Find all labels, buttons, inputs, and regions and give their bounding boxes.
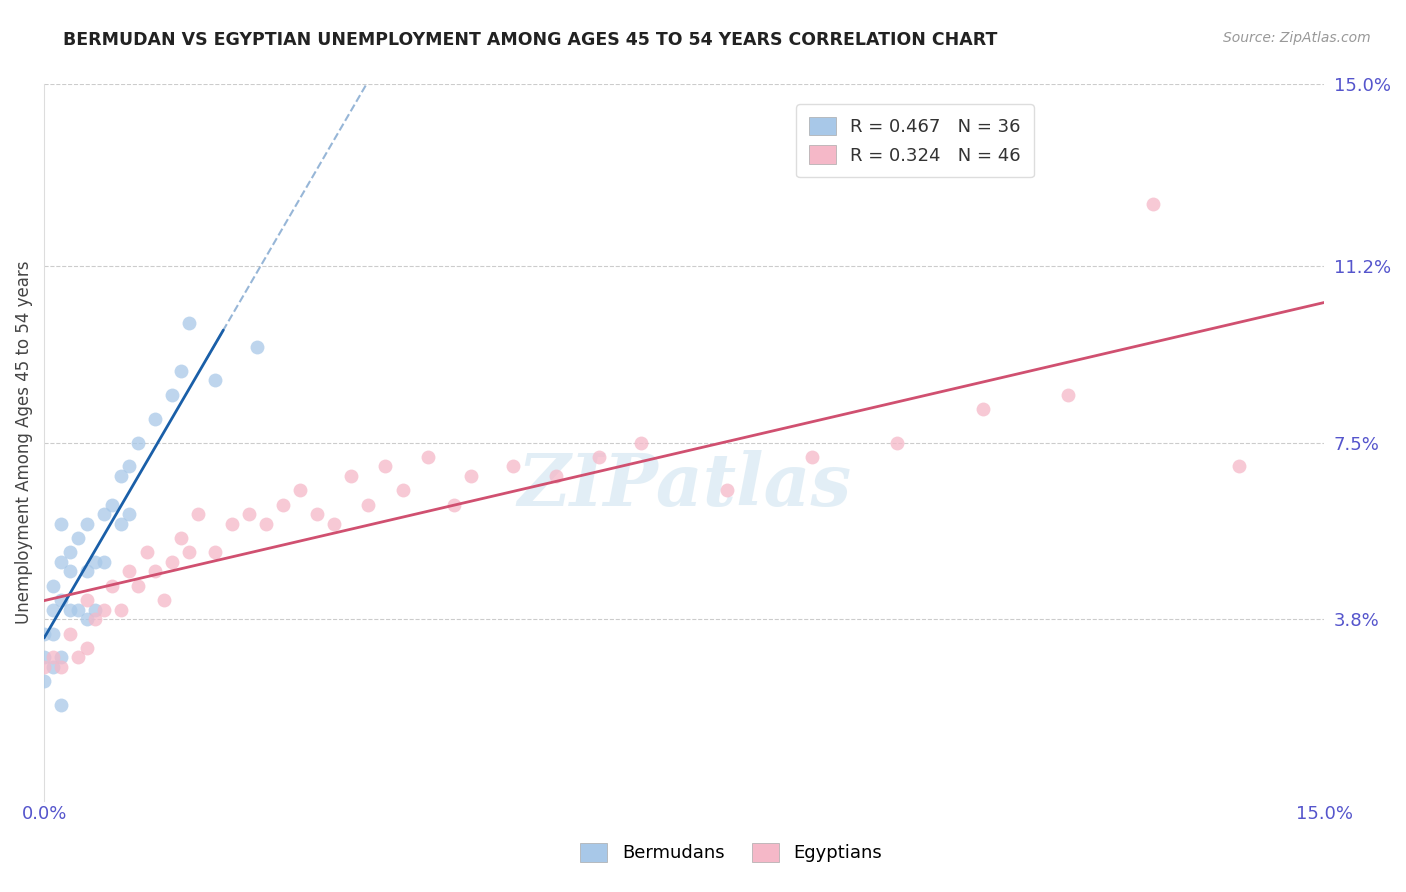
Point <box>41 660 63 674</box>
Point <box>127 579 149 593</box>
Point <box>246 340 269 354</box>
Point <box>59 602 82 616</box>
Point <box>67 602 90 616</box>
Point <box>76 612 98 626</box>
Point <box>169 364 191 378</box>
Point <box>51 555 73 569</box>
Point <box>716 483 738 498</box>
Point <box>59 545 82 559</box>
Point <box>51 660 73 674</box>
Point <box>76 640 98 655</box>
Point <box>41 650 63 665</box>
Point <box>118 565 141 579</box>
Point <box>101 498 124 512</box>
Point <box>160 388 183 402</box>
Point <box>288 483 311 498</box>
Point <box>271 498 294 512</box>
Point <box>93 555 115 569</box>
Point <box>187 507 209 521</box>
Point <box>972 402 994 417</box>
Point <box>76 593 98 607</box>
Text: ZIPatlas: ZIPatlas <box>517 450 851 521</box>
Point <box>323 516 346 531</box>
Point <box>41 579 63 593</box>
Point <box>110 516 132 531</box>
Point <box>254 516 277 531</box>
Point <box>179 316 201 330</box>
Point <box>32 626 55 640</box>
Point <box>179 545 201 559</box>
Point <box>357 498 380 512</box>
Y-axis label: Unemployment Among Ages 45 to 54 years: Unemployment Among Ages 45 to 54 years <box>15 260 32 624</box>
Point <box>67 531 90 545</box>
Point <box>118 459 141 474</box>
Point <box>135 545 157 559</box>
Point <box>93 507 115 521</box>
Point <box>32 660 55 674</box>
Point <box>460 469 482 483</box>
Point <box>204 374 226 388</box>
Point <box>67 650 90 665</box>
Point <box>546 469 568 483</box>
Point <box>169 531 191 545</box>
Point <box>340 469 363 483</box>
Point <box>84 602 107 616</box>
Point <box>374 459 396 474</box>
Point <box>204 545 226 559</box>
Point <box>93 602 115 616</box>
Point <box>51 516 73 531</box>
Point <box>160 555 183 569</box>
Point <box>32 650 55 665</box>
Point <box>59 565 82 579</box>
Point <box>238 507 260 521</box>
Point <box>76 516 98 531</box>
Point <box>118 507 141 521</box>
Point <box>307 507 329 521</box>
Point <box>32 674 55 689</box>
Point <box>59 626 82 640</box>
Point <box>41 626 63 640</box>
Point <box>143 565 166 579</box>
Point <box>221 516 243 531</box>
Point <box>143 411 166 425</box>
Legend: Bermudans, Egyptians: Bermudans, Egyptians <box>574 836 889 870</box>
Point <box>588 450 610 464</box>
Point <box>630 435 652 450</box>
Point <box>41 602 63 616</box>
Point <box>110 602 132 616</box>
Point <box>51 698 73 713</box>
Point <box>101 579 124 593</box>
Point <box>110 469 132 483</box>
Point <box>51 593 73 607</box>
Point <box>801 450 824 464</box>
Point <box>443 498 465 512</box>
Point <box>84 612 107 626</box>
Point <box>127 435 149 450</box>
Point <box>51 650 73 665</box>
Text: Source: ZipAtlas.com: Source: ZipAtlas.com <box>1223 31 1371 45</box>
Legend: R = 0.467   N = 36, R = 0.324   N = 46: R = 0.467 N = 36, R = 0.324 N = 46 <box>796 104 1033 178</box>
Point <box>416 450 439 464</box>
Point <box>391 483 413 498</box>
Text: BERMUDAN VS EGYPTIAN UNEMPLOYMENT AMONG AGES 45 TO 54 YEARS CORRELATION CHART: BERMUDAN VS EGYPTIAN UNEMPLOYMENT AMONG … <box>63 31 998 49</box>
Point <box>1057 388 1080 402</box>
Point <box>1142 196 1164 211</box>
Point <box>84 555 107 569</box>
Point <box>152 593 174 607</box>
Point <box>1227 459 1250 474</box>
Point <box>502 459 524 474</box>
Point <box>76 565 98 579</box>
Point <box>886 435 908 450</box>
